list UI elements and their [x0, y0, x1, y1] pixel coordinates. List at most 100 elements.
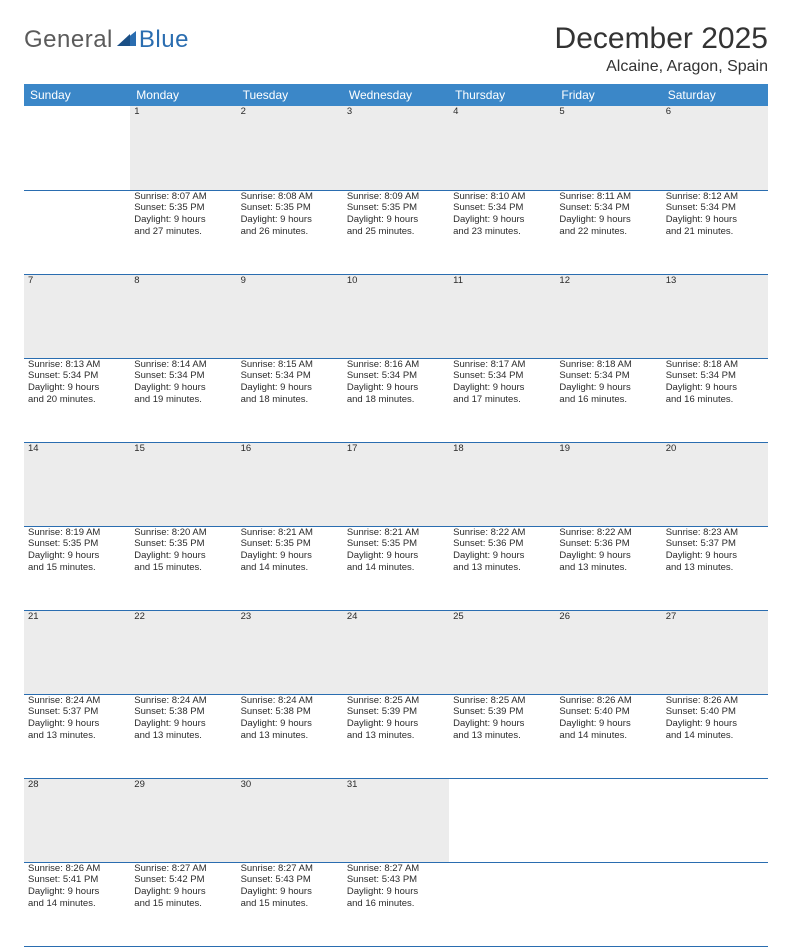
day1-text: Daylight: 9 hours — [453, 382, 551, 394]
day-number-cell: 30 — [237, 778, 343, 862]
day1-text: Daylight: 9 hours — [347, 550, 445, 562]
calendar-table: Sunday Monday Tuesday Wednesday Thursday… — [24, 84, 768, 947]
sunrise-text: Sunrise: 8:20 AM — [134, 527, 232, 539]
day-info-cell: Sunrise: 8:07 AMSunset: 5:35 PMDaylight:… — [130, 190, 236, 274]
day-number-cell: 4 — [449, 106, 555, 190]
day-info-cell: Sunrise: 8:26 AMSunset: 5:41 PMDaylight:… — [24, 862, 130, 946]
sunrise-text: Sunrise: 8:15 AM — [241, 359, 339, 371]
day1-text: Daylight: 9 hours — [134, 718, 232, 730]
sunrise-text: Sunrise: 8:07 AM — [134, 191, 232, 203]
sunrise-text: Sunrise: 8:24 AM — [134, 695, 232, 707]
day1-text: Daylight: 9 hours — [559, 550, 657, 562]
sunset-text: Sunset: 5:37 PM — [28, 706, 126, 718]
day-number-cell: 16 — [237, 442, 343, 526]
day-info-cell: Sunrise: 8:27 AMSunset: 5:43 PMDaylight:… — [343, 862, 449, 946]
day1-text: Daylight: 9 hours — [241, 214, 339, 226]
sunrise-text: Sunrise: 8:22 AM — [453, 527, 551, 539]
day1-text: Daylight: 9 hours — [28, 718, 126, 730]
day-info-cell: Sunrise: 8:09 AMSunset: 5:35 PMDaylight:… — [343, 190, 449, 274]
sunrise-text: Sunrise: 8:22 AM — [559, 527, 657, 539]
day1-text: Daylight: 9 hours — [28, 886, 126, 898]
sunrise-text: Sunrise: 8:21 AM — [347, 527, 445, 539]
weekday-header: Saturday — [662, 84, 768, 106]
day2-text: and 14 minutes. — [347, 562, 445, 574]
sunrise-text: Sunrise: 8:18 AM — [666, 359, 764, 371]
day-info-cell: Sunrise: 8:10 AMSunset: 5:34 PMDaylight:… — [449, 190, 555, 274]
sunset-text: Sunset: 5:38 PM — [134, 706, 232, 718]
day-number-cell: 1 — [130, 106, 236, 190]
day2-text: and 18 minutes. — [241, 394, 339, 406]
day1-text: Daylight: 9 hours — [347, 886, 445, 898]
day-info-cell: Sunrise: 8:08 AMSunset: 5:35 PMDaylight:… — [237, 190, 343, 274]
sunrise-text: Sunrise: 8:08 AM — [241, 191, 339, 203]
sunset-text: Sunset: 5:39 PM — [453, 706, 551, 718]
day-number-row: 21222324252627 — [24, 610, 768, 694]
day-number-cell: 12 — [555, 274, 661, 358]
sunset-text: Sunset: 5:36 PM — [453, 538, 551, 550]
day2-text: and 20 minutes. — [28, 394, 126, 406]
day1-text: Daylight: 9 hours — [241, 550, 339, 562]
day2-text: and 13 minutes. — [134, 730, 232, 742]
sunrise-text: Sunrise: 8:25 AM — [347, 695, 445, 707]
day-info-row: Sunrise: 8:26 AMSunset: 5:41 PMDaylight:… — [24, 862, 768, 946]
day-info-cell: Sunrise: 8:22 AMSunset: 5:36 PMDaylight:… — [555, 526, 661, 610]
sunrise-text: Sunrise: 8:19 AM — [28, 527, 126, 539]
sunrise-text: Sunrise: 8:12 AM — [666, 191, 764, 203]
day2-text: and 21 minutes. — [666, 226, 764, 238]
day-info-cell — [24, 190, 130, 274]
day-info-cell: Sunrise: 8:13 AMSunset: 5:34 PMDaylight:… — [24, 358, 130, 442]
day-number-cell: 7 — [24, 274, 130, 358]
day-number-cell: 15 — [130, 442, 236, 526]
sunset-text: Sunset: 5:35 PM — [347, 538, 445, 550]
day-info-cell: Sunrise: 8:19 AMSunset: 5:35 PMDaylight:… — [24, 526, 130, 610]
sunset-text: Sunset: 5:41 PM — [28, 874, 126, 886]
day-number-cell: 21 — [24, 610, 130, 694]
day-number-cell: 2 — [237, 106, 343, 190]
logo-text-part1: General — [24, 26, 113, 54]
day1-text: Daylight: 9 hours — [666, 214, 764, 226]
day-number-cell — [555, 778, 661, 862]
sunset-text: Sunset: 5:34 PM — [28, 370, 126, 382]
sunrise-text: Sunrise: 8:13 AM — [28, 359, 126, 371]
header-bar: General Blue December 2025 Alcaine, Arag… — [24, 22, 768, 76]
day1-text: Daylight: 9 hours — [28, 550, 126, 562]
day2-text: and 13 minutes. — [559, 562, 657, 574]
day-info-row: Sunrise: 8:19 AMSunset: 5:35 PMDaylight:… — [24, 526, 768, 610]
weekday-header: Wednesday — [343, 84, 449, 106]
day-number-cell: 23 — [237, 610, 343, 694]
sunset-text: Sunset: 5:34 PM — [453, 202, 551, 214]
day-info-cell: Sunrise: 8:17 AMSunset: 5:34 PMDaylight:… — [449, 358, 555, 442]
sunset-text: Sunset: 5:43 PM — [241, 874, 339, 886]
sunrise-text: Sunrise: 8:16 AM — [347, 359, 445, 371]
day1-text: Daylight: 9 hours — [241, 382, 339, 394]
day2-text: and 13 minutes. — [241, 730, 339, 742]
sunrise-text: Sunrise: 8:26 AM — [666, 695, 764, 707]
weekday-header-row: Sunday Monday Tuesday Wednesday Thursday… — [24, 84, 768, 106]
day2-text: and 18 minutes. — [347, 394, 445, 406]
sunset-text: Sunset: 5:36 PM — [559, 538, 657, 550]
day-number-cell: 24 — [343, 610, 449, 694]
day-number-cell: 20 — [662, 442, 768, 526]
day-number-cell: 27 — [662, 610, 768, 694]
sunrise-text: Sunrise: 8:10 AM — [453, 191, 551, 203]
day2-text: and 13 minutes. — [666, 562, 764, 574]
sail-icon — [116, 28, 138, 53]
day-number-cell: 3 — [343, 106, 449, 190]
day-number-cell: 9 — [237, 274, 343, 358]
day2-text: and 15 minutes. — [134, 562, 232, 574]
title-block: December 2025 Alcaine, Aragon, Spain — [555, 22, 768, 76]
day1-text: Daylight: 9 hours — [559, 382, 657, 394]
sunset-text: Sunset: 5:35 PM — [241, 202, 339, 214]
day-number-cell: 5 — [555, 106, 661, 190]
day1-text: Daylight: 9 hours — [241, 718, 339, 730]
day-number-cell: 25 — [449, 610, 555, 694]
day2-text: and 17 minutes. — [453, 394, 551, 406]
sunset-text: Sunset: 5:35 PM — [134, 538, 232, 550]
day-info-cell: Sunrise: 8:11 AMSunset: 5:34 PMDaylight:… — [555, 190, 661, 274]
weekday-header: Tuesday — [237, 84, 343, 106]
sunrise-text: Sunrise: 8:27 AM — [347, 863, 445, 875]
day2-text: and 15 minutes. — [134, 898, 232, 910]
day-number-cell: 31 — [343, 778, 449, 862]
logo-text-part2: Blue — [139, 26, 189, 54]
sunset-text: Sunset: 5:35 PM — [241, 538, 339, 550]
